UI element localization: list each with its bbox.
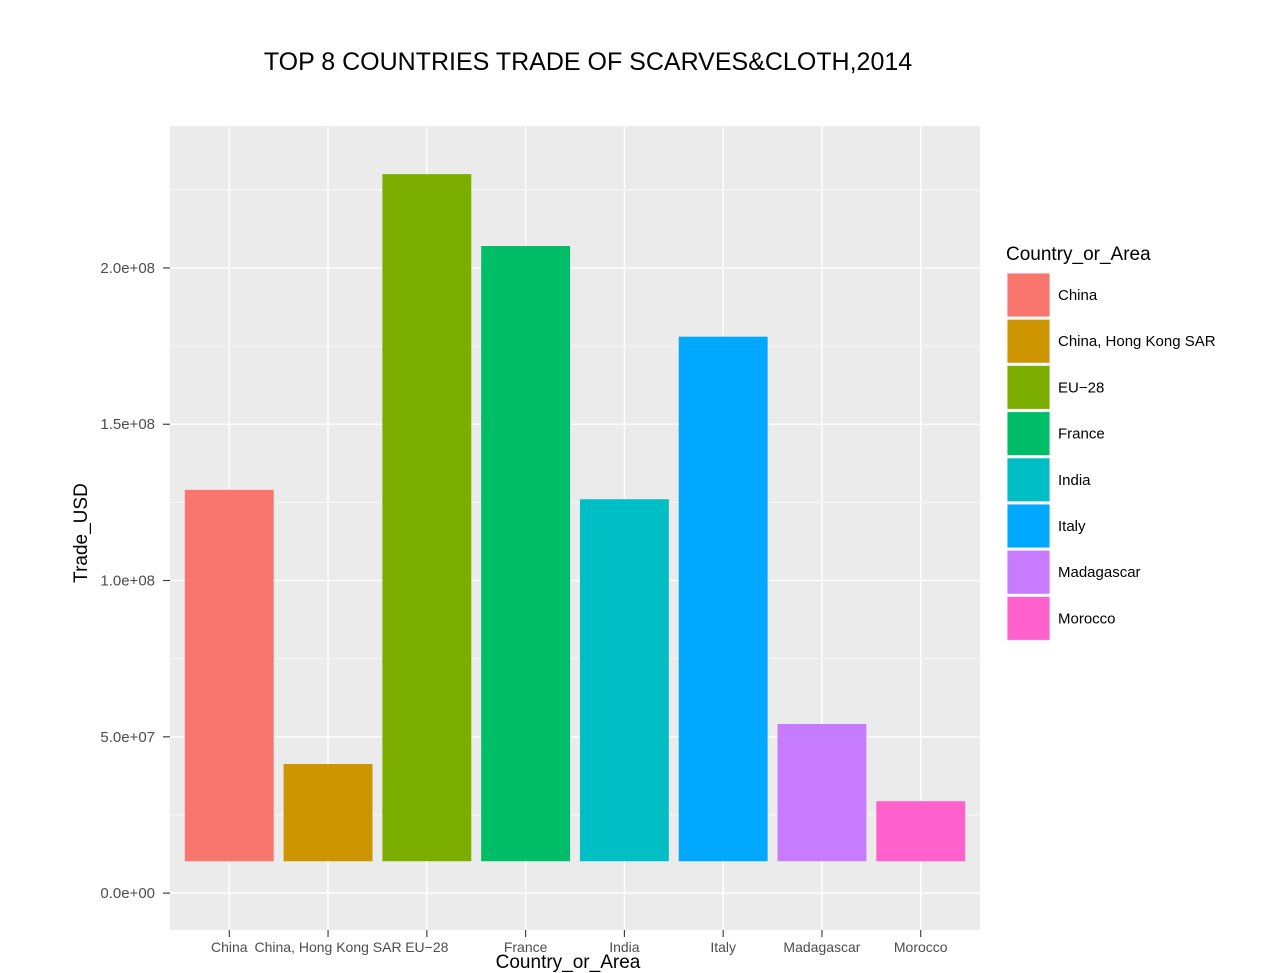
y-tick-label-0: 0.0e+00 <box>100 885 155 902</box>
legend-label-china-hong-kong-sar: China, Hong Kong SAR <box>1058 333 1216 350</box>
x-tick-label-china: China <box>211 939 248 955</box>
x-tick-label-morocco: Morocco <box>894 939 948 955</box>
legend-label-india: India <box>1058 472 1091 489</box>
legend-label-italy: Italy <box>1058 518 1086 535</box>
y-axis-title: Trade_USD <box>71 483 92 583</box>
legend-key-india <box>1006 457 1051 503</box>
legend-key-italy <box>1006 503 1051 549</box>
legend-title: Country_or_Area <box>1006 244 1151 265</box>
x-tick-label-france: France <box>504 939 548 955</box>
bar-madagascar <box>777 723 867 862</box>
x-tick-label-eu-28: EU−28 <box>405 939 448 955</box>
x-tick-label-italy: Italy <box>710 939 736 955</box>
bars <box>184 174 966 862</box>
legend-key-china <box>1006 272 1051 318</box>
legend-key-eu-28 <box>1006 364 1051 410</box>
x-tick-label-china-hong-kong-sar: China, Hong Kong SAR <box>255 939 402 955</box>
bar-france <box>481 246 571 862</box>
bar-morocco <box>876 801 966 862</box>
legend: Country_or_Area China China, Hong Kong SA… <box>1006 244 1216 641</box>
y-axis: 0.0e+00 5.0e+07 1.0e+08 1.5e+08 2.0e+08 <box>100 260 170 902</box>
legend-key-france <box>1006 411 1051 457</box>
y-tick-label-4: 2.0e+08 <box>100 260 155 277</box>
legend-label-china: China <box>1058 287 1098 304</box>
x-tick-label-india: India <box>609 939 640 955</box>
bar-india <box>579 499 669 862</box>
legend-label-eu-28: EU−28 <box>1058 379 1104 396</box>
y-tick-label-1: 5.0e+07 <box>100 729 155 746</box>
legend-key-madagascar <box>1006 549 1051 595</box>
plot-panel <box>170 126 980 930</box>
legend-label-morocco: Morocco <box>1058 610 1116 627</box>
bar-eu-28 <box>382 174 472 862</box>
legend-key-morocco <box>1006 595 1051 641</box>
y-tick-label-2: 1.0e+08 <box>100 573 155 590</box>
bar-china <box>184 489 274 862</box>
legend-key-china-hong-kong-sar <box>1006 318 1051 364</box>
legend-label-france: France <box>1058 426 1105 443</box>
y-tick-label-3: 1.5e+08 <box>100 416 155 433</box>
x-axis-title: Country_or_Area <box>496 952 641 973</box>
chart-title: TOP 8 COUNTRIES TRADE OF SCARVES&CLOTH,2… <box>264 48 912 76</box>
x-axis: China China, Hong Kong SAR EU−28 France Indi… <box>211 930 948 955</box>
x-tick-label-madagascar: Madagascar <box>783 939 860 955</box>
bar-china-hong-kong-sar <box>283 764 373 862</box>
legend-label-madagascar: Madagascar <box>1058 564 1141 581</box>
bar-italy <box>678 336 768 862</box>
